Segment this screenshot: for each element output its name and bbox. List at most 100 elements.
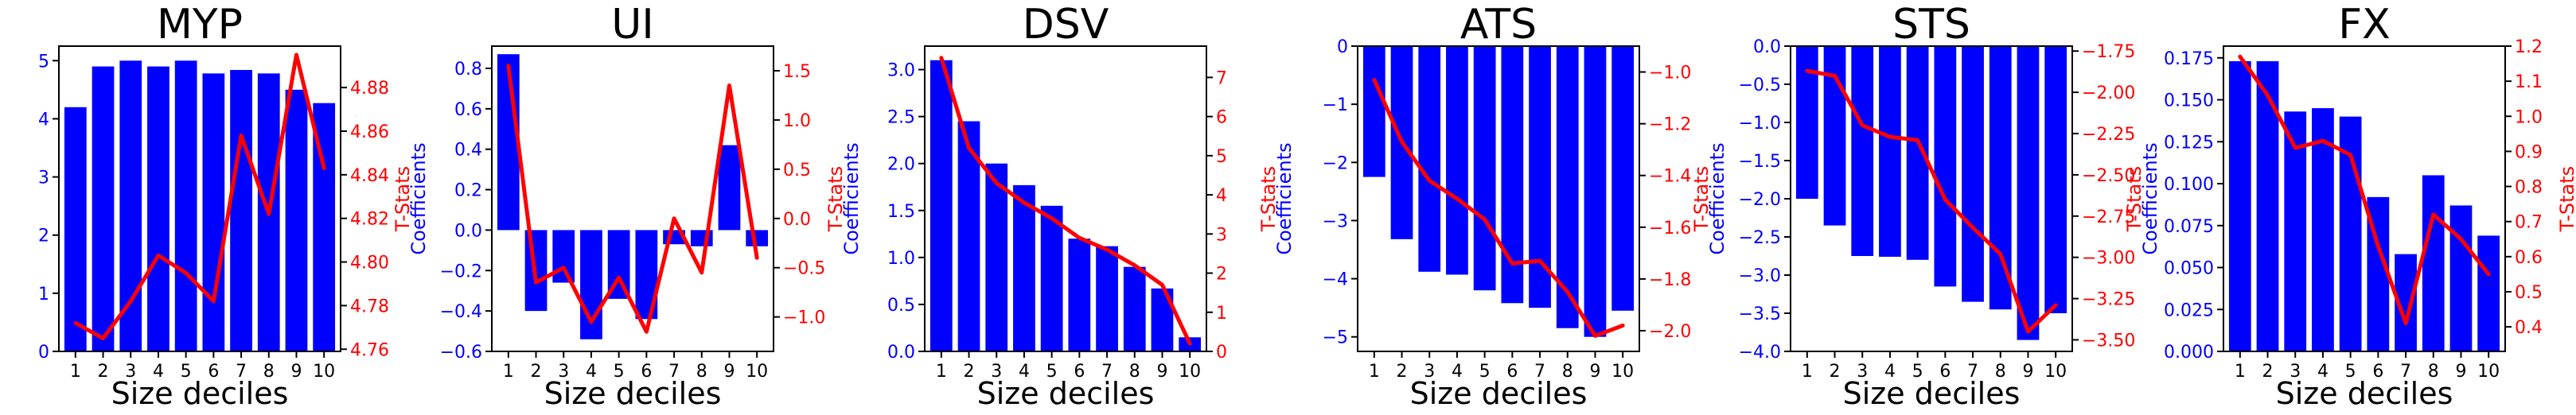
x-tick-label: 2 — [98, 362, 109, 382]
bar — [147, 66, 170, 351]
y-tick-label: 0.075 — [2164, 217, 2214, 237]
y-tick-label: 0.0 — [1753, 37, 1781, 57]
y2-tick-label: −1.6 — [1649, 219, 1691, 239]
x-tick-label: 10 — [2477, 362, 2500, 382]
bar — [1473, 46, 1496, 291]
y-tick-label: 3 — [38, 169, 49, 188]
y2-tick-label: 4.80 — [350, 254, 389, 273]
plot-frame — [58, 45, 341, 352]
x-tick-label: 1 — [1369, 362, 1380, 382]
y2-tick-label: 0.5 — [783, 161, 811, 180]
x-tick-label: 7 — [236, 362, 247, 382]
y-tick-label: 0.100 — [2164, 175, 2214, 195]
y-tick-label: −3.5 — [1739, 304, 1781, 324]
chart-title: STS — [1892, 1, 1970, 48]
x-axis-label: Size deciles — [111, 376, 289, 411]
y-tick-label: −2.5 — [1739, 228, 1781, 248]
tstat-line — [73, 52, 326, 341]
y2-tick-label: 0 — [1216, 343, 1227, 363]
x-tick-label: 4 — [1452, 362, 1463, 382]
y2-tick-label: 4.86 — [350, 122, 389, 142]
x-tick-label: 3 — [1424, 362, 1435, 382]
x-tick-label: 5 — [1912, 362, 1923, 382]
bar — [1879, 46, 1901, 257]
x-tick-label: 6 — [641, 362, 652, 382]
y-tick-label: 1 — [38, 285, 49, 304]
bar — [1123, 266, 1146, 351]
y2-axis-label: T-Stats — [392, 166, 414, 232]
y2-tick-label: 4.78 — [350, 297, 389, 316]
y2-tick-label: 1.1 — [2515, 72, 2543, 92]
tstat-line — [2238, 54, 2491, 326]
bar — [552, 230, 575, 283]
y-tick-label: 0.0 — [454, 221, 482, 241]
y-tick-label: −2 — [1323, 153, 1348, 173]
y2-tick-label: 1.0 — [2515, 107, 2543, 127]
y-tick-label: 0.2 — [454, 181, 482, 201]
y2-tick-label: 1.0 — [783, 111, 811, 131]
x-tick-label: 6 — [1939, 362, 1951, 382]
chart-panel-ui: −0.6 −0.4 −0.2 0.0 0.2 0.4 0.6 0.8 −1.0 −0.5 0.0 0.… — [407, 1, 847, 411]
x-tick-label: 4 — [1019, 362, 1030, 382]
y2-tick-label: 0.6 — [2515, 248, 2543, 268]
y2-tick-label: −3.50 — [2082, 331, 2135, 351]
bar — [1362, 46, 1385, 177]
x-tick-label: 9 — [290, 362, 302, 382]
x-tick-label: 3 — [991, 362, 1002, 382]
y2-tick-label: −1.4 — [1649, 167, 1691, 187]
y2-tick-label: −1.0 — [1649, 64, 1691, 83]
y2-tick-label: 1.5 — [783, 62, 811, 82]
y2-tick-label: −1.0 — [783, 308, 825, 328]
x-tick-label: 8 — [263, 362, 275, 382]
x-tick-label: 4 — [153, 362, 164, 382]
y-tick-label: 0 — [38, 343, 49, 363]
x-tick-label: 6 — [1074, 362, 1085, 382]
x-tick-label: 1 — [70, 362, 81, 382]
bar — [1529, 46, 1551, 308]
y-axis-label: Coefficients — [1706, 142, 1728, 254]
y-tick-label: −1.0 — [1739, 114, 1781, 134]
x-tick-label: 5 — [1046, 362, 1058, 382]
x-tick-label: 9 — [2455, 362, 2466, 382]
bar — [2449, 205, 2473, 351]
y2-tick-label: 0.5 — [2515, 283, 2543, 303]
x-tick-label: 8 — [1562, 362, 1573, 382]
tstat-line — [1372, 77, 1625, 338]
y2-tick-label: 0.9 — [2515, 142, 2543, 162]
bar — [1611, 46, 1635, 311]
y2-tick-label: −3.00 — [2082, 249, 2135, 269]
bar — [1096, 246, 1118, 351]
bar — [718, 145, 741, 231]
x-axis-label: Size deciles — [1410, 376, 1588, 411]
y2-tick-label: −1.75 — [2082, 42, 2135, 62]
y-tick-label: 2.0 — [887, 155, 915, 175]
y2-tick-label: 4.82 — [350, 210, 389, 230]
y-tick-label: −4.0 — [1739, 343, 1781, 363]
y-tick-label: −1 — [1323, 95, 1348, 115]
y-tick-label: 1.0 — [887, 249, 915, 269]
y-tick-label: −0.6 — [440, 343, 482, 363]
x-tick-label: 9 — [2022, 362, 2033, 382]
chart-title: UI — [611, 1, 653, 48]
x-axis-label: Size deciles — [2276, 376, 2453, 411]
y2-tick-label: 0.0 — [783, 210, 811, 230]
y2-tick-label: −2.00 — [2082, 83, 2135, 103]
x-tick-label: 3 — [1857, 362, 1868, 382]
x-tick-label: 4 — [586, 362, 597, 382]
bar — [746, 230, 769, 246]
x-tick-label: 2 — [1397, 362, 1408, 382]
x-tick-label: 10 — [1179, 362, 1201, 382]
y-tick-label: 1.5 — [887, 202, 915, 222]
y-axis-label: Coefficients — [2139, 142, 2161, 254]
bar — [119, 60, 142, 351]
x-tick-label: 4 — [1884, 362, 1896, 382]
y2-tick-label: 4.88 — [350, 79, 389, 99]
bar — [2422, 175, 2445, 351]
y2-axis-label: T-Stats — [1690, 166, 1713, 232]
y-tick-label: 0.0 — [887, 343, 915, 363]
y-tick-label: 0.4 — [454, 141, 482, 161]
y-tick-label: −0.5 — [1739, 76, 1781, 95]
y-tick-label: 5 — [38, 52, 49, 72]
x-tick-label: 8 — [2428, 362, 2439, 382]
